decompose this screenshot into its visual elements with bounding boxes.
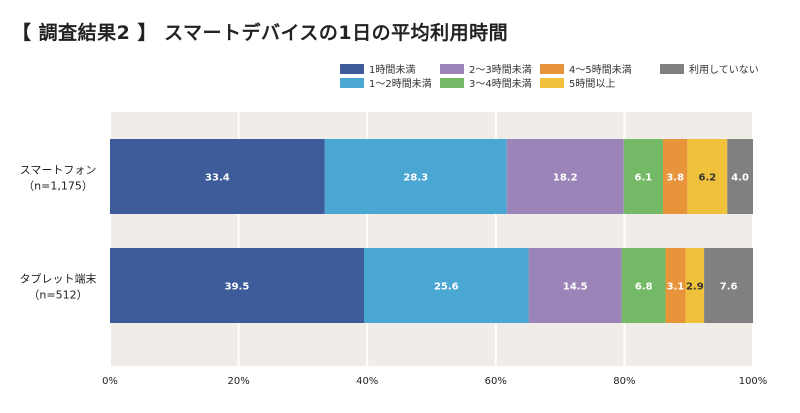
x-tick-label: 0% (102, 376, 118, 387)
x-tick-label: 80% (613, 376, 635, 387)
bar-segment (623, 139, 663, 214)
data-label: 2.9 (686, 282, 704, 293)
x-tick-label: 100% (739, 376, 768, 387)
data-label: 7.6 (720, 282, 738, 293)
legend-swatch (660, 64, 684, 74)
bar-segment (110, 139, 325, 214)
legend-label: 5時間以上 (569, 78, 615, 90)
legend-label: 3〜4時間未満 (469, 78, 532, 90)
legend-label: 1時間未満 (369, 64, 415, 76)
legend-label: 利用していない (689, 64, 759, 76)
data-label: 28.3 (403, 173, 428, 184)
bar-segment (110, 248, 364, 323)
bar-segment (324, 139, 507, 214)
x-tick-label: 60% (485, 376, 507, 387)
bar-segment (685, 248, 705, 323)
bar-segment (704, 248, 753, 323)
legend-swatch (440, 64, 464, 74)
legend-swatch (440, 78, 464, 88)
data-label: 6.2 (698, 173, 716, 184)
legend-label: 2〜3時間未満 (469, 64, 532, 76)
data-label: 6.1 (635, 173, 653, 184)
category-sublabel: （n=512） (28, 289, 87, 302)
data-label: 3.8 (666, 173, 684, 184)
data-label: 3.1 (667, 282, 685, 293)
data-label: 18.2 (553, 173, 578, 184)
bar-segment (506, 139, 624, 214)
legend-label: 1〜2時間未満 (369, 78, 432, 90)
bar-segment (363, 248, 529, 323)
category-label: タブレット端末 (20, 272, 97, 286)
x-tick-label: 20% (227, 376, 249, 387)
data-label: 33.4 (205, 173, 230, 184)
legend-swatch (540, 64, 564, 74)
legend-swatch (340, 78, 364, 88)
data-label: 14.5 (563, 282, 588, 293)
bar-segment (621, 248, 666, 323)
bar-segment (662, 139, 688, 214)
legend-swatch (540, 78, 564, 88)
legend-swatch (340, 64, 364, 74)
bar-segment (528, 248, 622, 323)
bar-segment (665, 248, 686, 323)
data-label: 39.5 (225, 282, 250, 293)
data-label: 4.0 (731, 173, 749, 184)
data-label: 6.8 (635, 282, 653, 293)
x-tick-label: 40% (356, 376, 378, 387)
legend-label: 4〜5時間未満 (569, 64, 632, 76)
bar-segment (687, 139, 728, 214)
category-label: スマートフォン (20, 164, 97, 177)
bar-segment (727, 139, 753, 214)
data-label: 25.6 (434, 282, 459, 293)
category-sublabel: （n=1,175） (23, 180, 93, 193)
chart-title: 【 調査結果2 】 スマートデバイスの1日の平均利用時間 (12, 22, 509, 44)
